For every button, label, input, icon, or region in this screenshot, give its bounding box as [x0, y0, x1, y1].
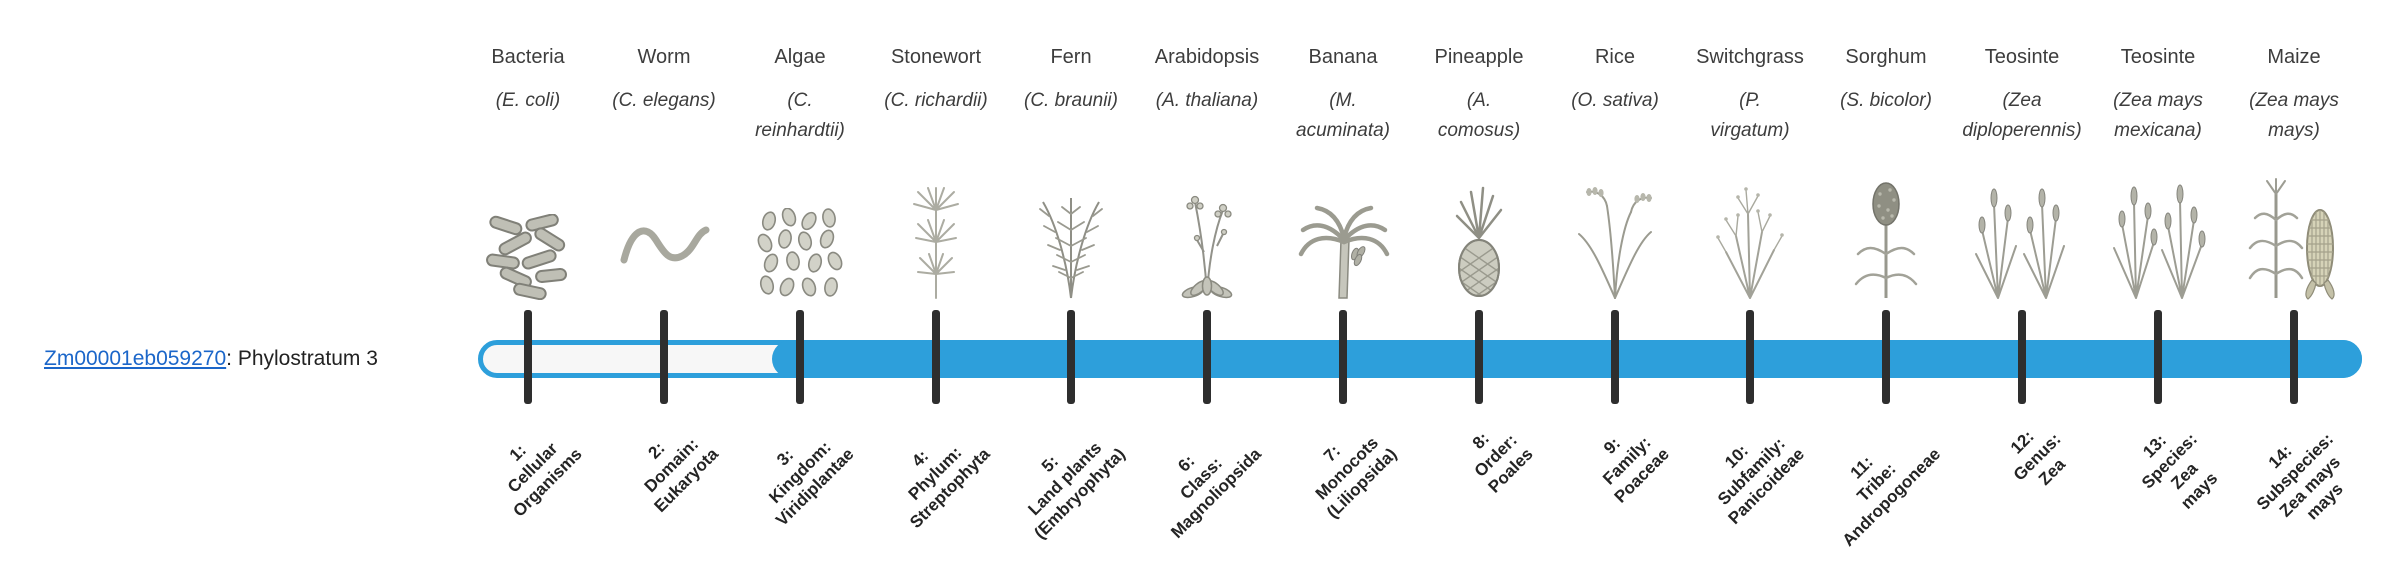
organism-scientific-name: (A. comosus) — [1437, 90, 1521, 141]
gene-phylostratum-text: : Phylostratum 3 — [226, 347, 378, 370]
organism-scientific-name: (S. bicolor) — [1840, 90, 1932, 111]
organism-name: Arabidopsis — [1154, 46, 1260, 68]
stratum-column-7: Banana (M. acuminata) 7: Monocots (Lilio… — [1273, 0, 1413, 580]
teosinte-mexicana-icon — [2088, 168, 2228, 300]
organism-name: Fern — [1050, 46, 1092, 68]
organism-scientific-name: (C. reinhardtii) — [755, 90, 845, 141]
organism-scientific-name: (M. acuminata) — [1296, 90, 1390, 141]
organism-name: Algae — [774, 46, 826, 68]
organism-scientific-name: (O. sativa) — [1571, 90, 1659, 111]
organism-scientific-name: (C. richardii) — [884, 90, 988, 111]
organism-name: Sorghum — [1845, 46, 1927, 68]
stratum-taxonomy-label: 7: Monocots (Liliopsida) — [1312, 433, 1401, 522]
algae-icon — [730, 168, 870, 300]
stratum-taxonomy-label: 13: Species: Zea mays — [2138, 429, 2222, 513]
gene-id-link[interactable]: Zm00001eb059270 — [44, 347, 227, 370]
stratum-tick — [1067, 310, 1075, 404]
organism-name: Bacteria — [491, 46, 565, 68]
worm-icon — [594, 168, 734, 300]
organism-name: Stonewort — [890, 46, 982, 68]
stratum-tick — [524, 310, 532, 404]
organism-scientific-name: (C. braunii) — [1024, 90, 1118, 111]
stratum-taxonomy-label: 8: Order: Poales — [1468, 428, 1537, 497]
switchgrass-icon — [1680, 168, 1820, 300]
organism-scientific-name: (Zea diploperennis) — [1962, 90, 2082, 141]
stratum-column-10: Switchgrass (P. virgatum) 10: Subfamily:… — [1680, 0, 1820, 580]
stratum-column-4: Stonewort (C. richardii) 4: Phylum: Stre… — [866, 0, 1006, 580]
stratum-taxonomy-label: 4: Phylum: Streptophyta — [904, 442, 994, 532]
organism-scientific-name: (C. elegans) — [612, 90, 716, 111]
organism-scientific-name: (Zea mays mexicana) — [2113, 90, 2203, 141]
stratum-tick — [2290, 310, 2298, 404]
stratum-column-8: Pineapple (A. comosus) 8: Order: Poales — [1409, 0, 1549, 580]
stratum-taxonomy-label: 1: Cellular Organisms — [504, 438, 586, 521]
organism-scientific-name: (P. virgatum) — [1710, 90, 1790, 141]
banana-icon — [1273, 168, 1413, 300]
organism-name: Teosinte — [2120, 46, 2196, 68]
gene-label: Zm00001eb059270: Phylostratum 3 — [44, 340, 378, 378]
stratum-tick — [1746, 310, 1754, 404]
organism-name: Worm — [637, 46, 691, 68]
stratum-tick — [660, 310, 668, 404]
stratum-tick — [932, 310, 940, 404]
sorghum-icon — [1816, 168, 1956, 300]
rice-icon — [1545, 168, 1685, 300]
stratum-taxonomy-label: 5: Land plants (Embryophyta) — [1024, 438, 1129, 543]
phylostratum-bar-fill — [772, 340, 2362, 378]
stratum-tick — [1203, 310, 1211, 404]
organism-scientific-name: (A. thaliana) — [1155, 90, 1259, 111]
organism-name: Pineapple — [1434, 46, 1524, 68]
stratum-tick — [1882, 310, 1890, 404]
teosinte-diploperennis-icon — [1952, 168, 2092, 300]
organism-scientific-name: (Zea mays mays) — [2249, 90, 2339, 141]
organism-name: Rice — [1594, 46, 1635, 68]
stratum-tick — [1339, 310, 1347, 404]
stratum-column-3: Algae (C. reinhardtii) 3: Kingdom: Virid… — [730, 0, 870, 580]
organism-name: Maize — [2267, 46, 2321, 68]
stratum-taxonomy-label: 3: Kingdom: Viridiplantae — [765, 437, 858, 530]
stratum-column-14: Maize (Zea mays mays) 14: Subspecies: Ze… — [2224, 0, 2364, 580]
stratum-taxonomy-label: 10: Subfamily: Panicoideae — [1713, 433, 1808, 528]
stratum-column-6: Arabidopsis (A. thaliana) 6: Class: Magn… — [1137, 0, 1277, 580]
maize-icon — [2224, 168, 2364, 300]
organism-name: Switchgrass — [1696, 46, 1804, 68]
stratum-taxonomy-label: 9: Family: Poaceae — [1599, 432, 1673, 507]
stratum-column-9: Rice (O. sativa) 9: Family: Poaceae — [1545, 0, 1685, 580]
stratum-taxonomy-label: 12: Genus: Zea — [2007, 426, 2070, 489]
organism-scientific-name: (E. coli) — [495, 90, 561, 111]
stratum-column-12: Teosinte (Zea diploperennis) 12: Genus: … — [1952, 0, 2092, 580]
stratum-column-11: Sorghum (S. bicolor) 11: Tribe: Andropog… — [1816, 0, 1956, 580]
stonewort-icon — [866, 168, 1006, 300]
stratum-taxonomy-label: 11: Tribe: Andropogoneae — [1838, 444, 1944, 551]
stratum-column-1: Bacteria (E. coli) 1: Cellular Organisms — [458, 0, 598, 580]
arabidopsis-icon — [1137, 168, 1277, 300]
bacteria-icon — [458, 168, 598, 300]
stratum-taxonomy-label: 2: Domain: Eukaryota — [640, 434, 722, 516]
stratum-tick — [2154, 310, 2162, 404]
stratum-column-13: Teosinte (Zea mays mexicana) 13: Species… — [2088, 0, 2228, 580]
stratum-tick — [1475, 310, 1483, 404]
organism-name: Banana — [1308, 46, 1378, 68]
organism-name: Teosinte — [1984, 46, 2060, 68]
phylostratum-bar — [478, 340, 2362, 378]
stratum-tick — [796, 310, 804, 404]
stratum-tick — [2018, 310, 2026, 404]
fern-icon — [1001, 168, 1141, 300]
stratum-taxonomy-label: 6: Class: Magnoliopsida — [1167, 444, 1265, 542]
pineapple-icon — [1409, 168, 1549, 300]
stratum-column-2: Worm (C. elegans) 2: Domain: Eukaryota — [594, 0, 734, 580]
stratum-taxonomy-label: 14: Subspecies: Zea mays mays — [2252, 429, 2347, 524]
stratum-column-5: Fern (C. braunii) 5: Land plants (Embryo… — [1001, 0, 1141, 580]
stratum-tick — [1611, 310, 1619, 404]
